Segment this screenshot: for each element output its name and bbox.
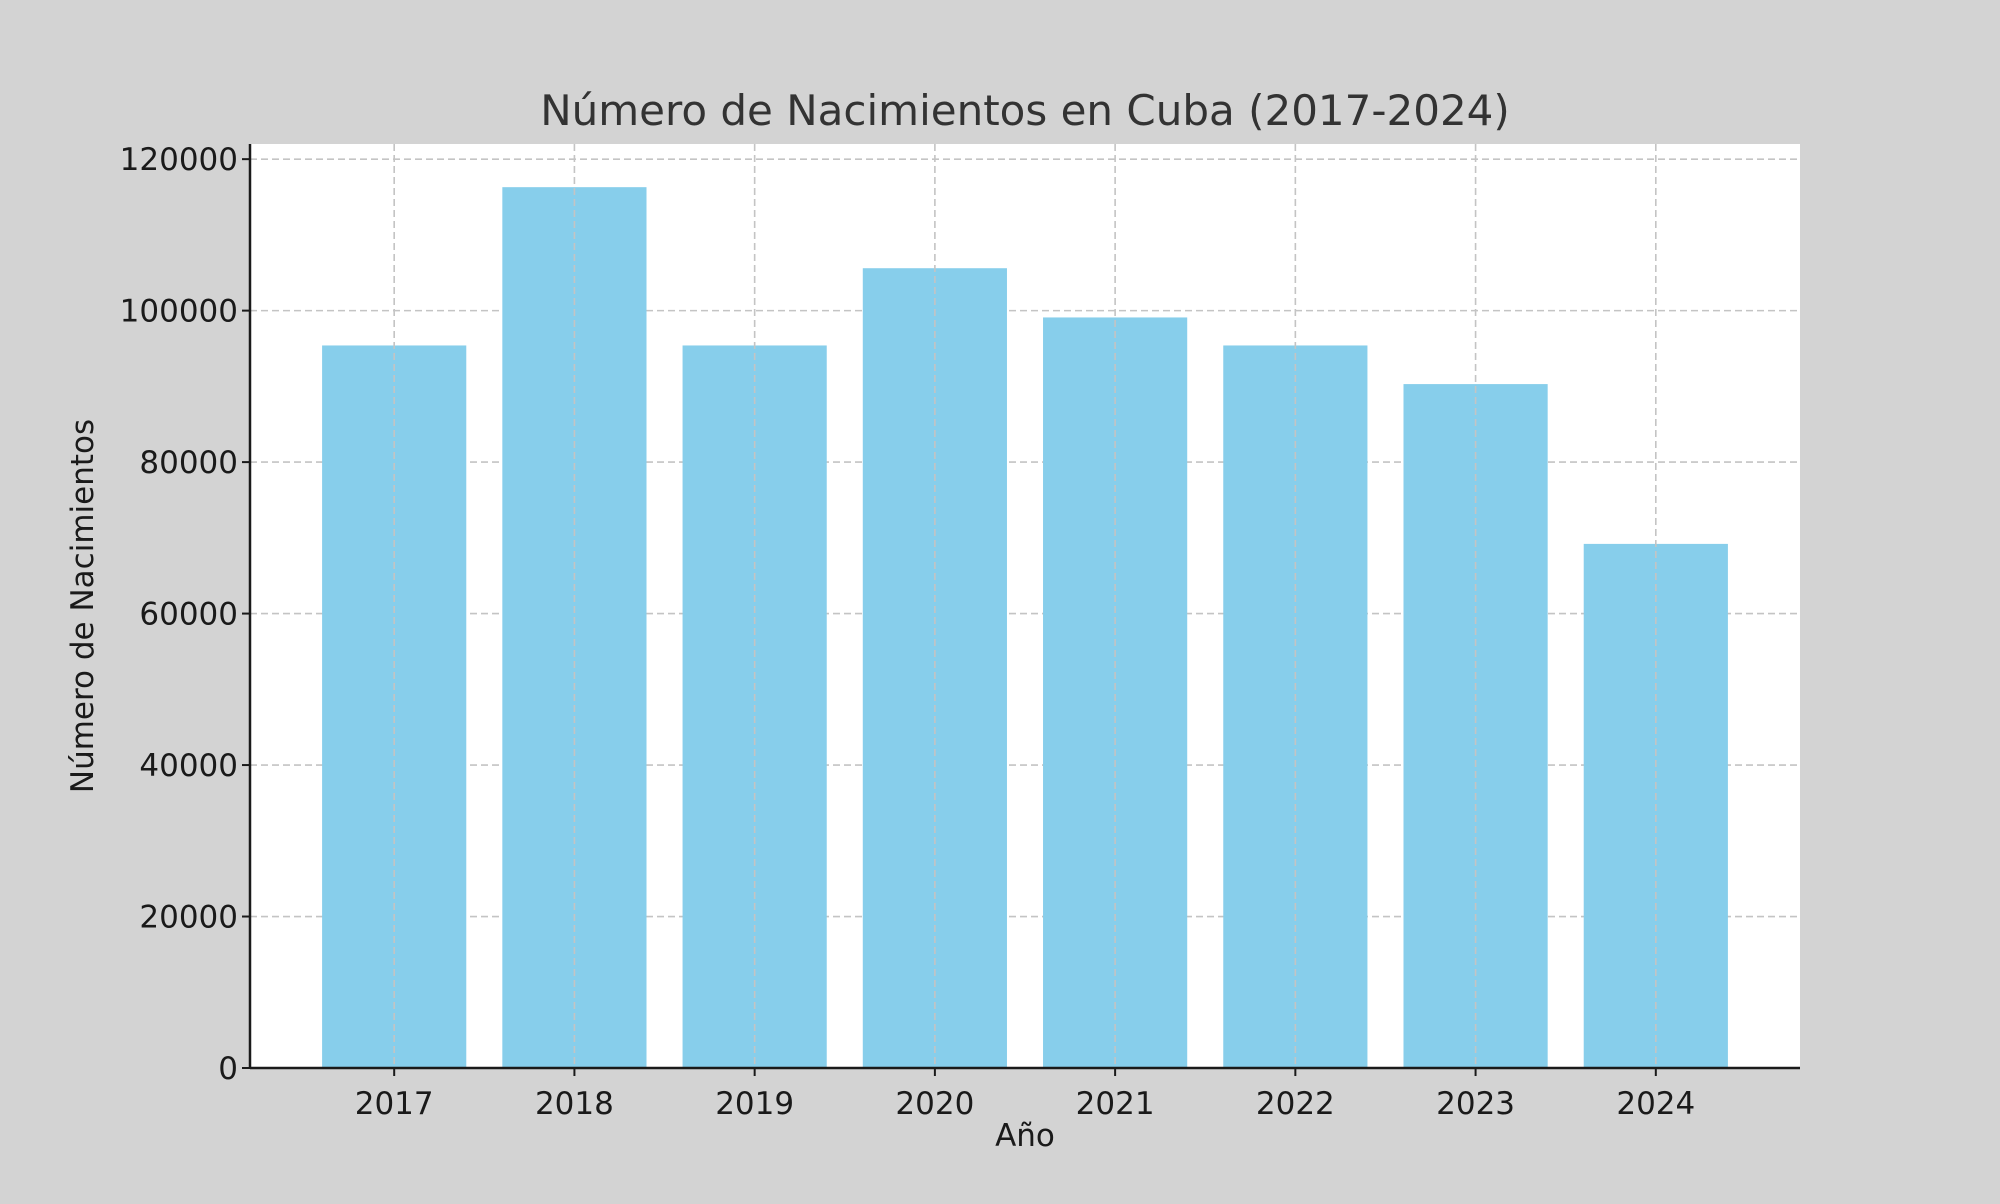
y-tick-label: 0 [218, 1051, 238, 1087]
y-tick-label: 80000 [139, 445, 238, 481]
y-tick-label: 20000 [139, 900, 238, 936]
y-tick-label: 60000 [139, 597, 238, 633]
bar-2018 [502, 187, 647, 1069]
x-tick-label: 2021 [1076, 1086, 1155, 1122]
x-tick-label: 2018 [535, 1086, 614, 1122]
x-tick-label: 2020 [895, 1086, 974, 1122]
chart-title: Número de Nacimientos en Cuba (2017-2024… [540, 86, 1510, 135]
x-tick-label: 2022 [1256, 1086, 1335, 1122]
y-tick-label: 40000 [139, 748, 238, 784]
x-axis-ticks: 2017 2018 2019 2020 2021 2022 2023 2024 [355, 1068, 1695, 1122]
x-tick-label: 2023 [1436, 1086, 1515, 1122]
y-axis-ticks: 0 20000 40000 60000 80000 100000 120000 [120, 142, 250, 1087]
y-axis-label: Número de Nacimientos [65, 419, 101, 793]
x-axis-label: Año [995, 1118, 1055, 1154]
plot-background [250, 144, 1800, 1068]
vertical-grid-lines [393, 144, 1657, 1068]
x-tick-label: 2017 [355, 1086, 434, 1122]
x-tick-label: 2019 [715, 1086, 794, 1122]
y-tick-label: 120000 [120, 142, 238, 178]
y-tick-label: 100000 [120, 294, 238, 330]
x-tick-label: 2024 [1616, 1086, 1695, 1122]
